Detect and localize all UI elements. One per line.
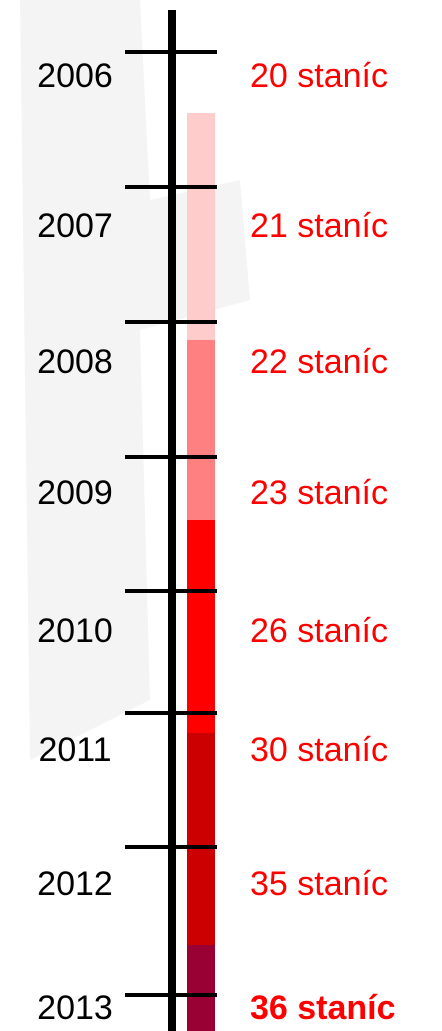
- year: 2013: [37, 989, 113, 1027]
- tick: [125, 50, 217, 54]
- year: 2009: [37, 474, 113, 512]
- band: [187, 520, 215, 733]
- tick: [125, 185, 217, 189]
- tick: [125, 589, 217, 593]
- year: 2007: [37, 207, 113, 245]
- station-count: 21 staníc: [250, 207, 388, 245]
- year: 2006: [37, 57, 113, 95]
- station-count: 20 staníc: [250, 57, 388, 95]
- station-count: 35 staníc: [250, 865, 388, 903]
- band: [187, 113, 215, 340]
- tick: [125, 993, 217, 997]
- tick: [125, 711, 217, 715]
- band: [187, 340, 215, 520]
- tick: [125, 845, 217, 849]
- station-count: 23 staníc: [250, 474, 388, 512]
- year: 2010: [37, 612, 113, 650]
- station-count: 36 staníc: [250, 989, 396, 1027]
- axis-line: [168, 10, 176, 1031]
- station-count: 22 staníc: [250, 343, 388, 381]
- band: [187, 945, 215, 1031]
- tick: [125, 455, 217, 459]
- watermark: [20, 0, 250, 760]
- band: [187, 733, 215, 945]
- tick: [125, 320, 217, 324]
- year: 2012: [37, 865, 113, 903]
- year: 2011: [38, 731, 111, 769]
- station-count: 26 staníc: [250, 612, 388, 650]
- year: 2008: [37, 343, 113, 381]
- station-count: 30 staníc: [250, 731, 388, 769]
